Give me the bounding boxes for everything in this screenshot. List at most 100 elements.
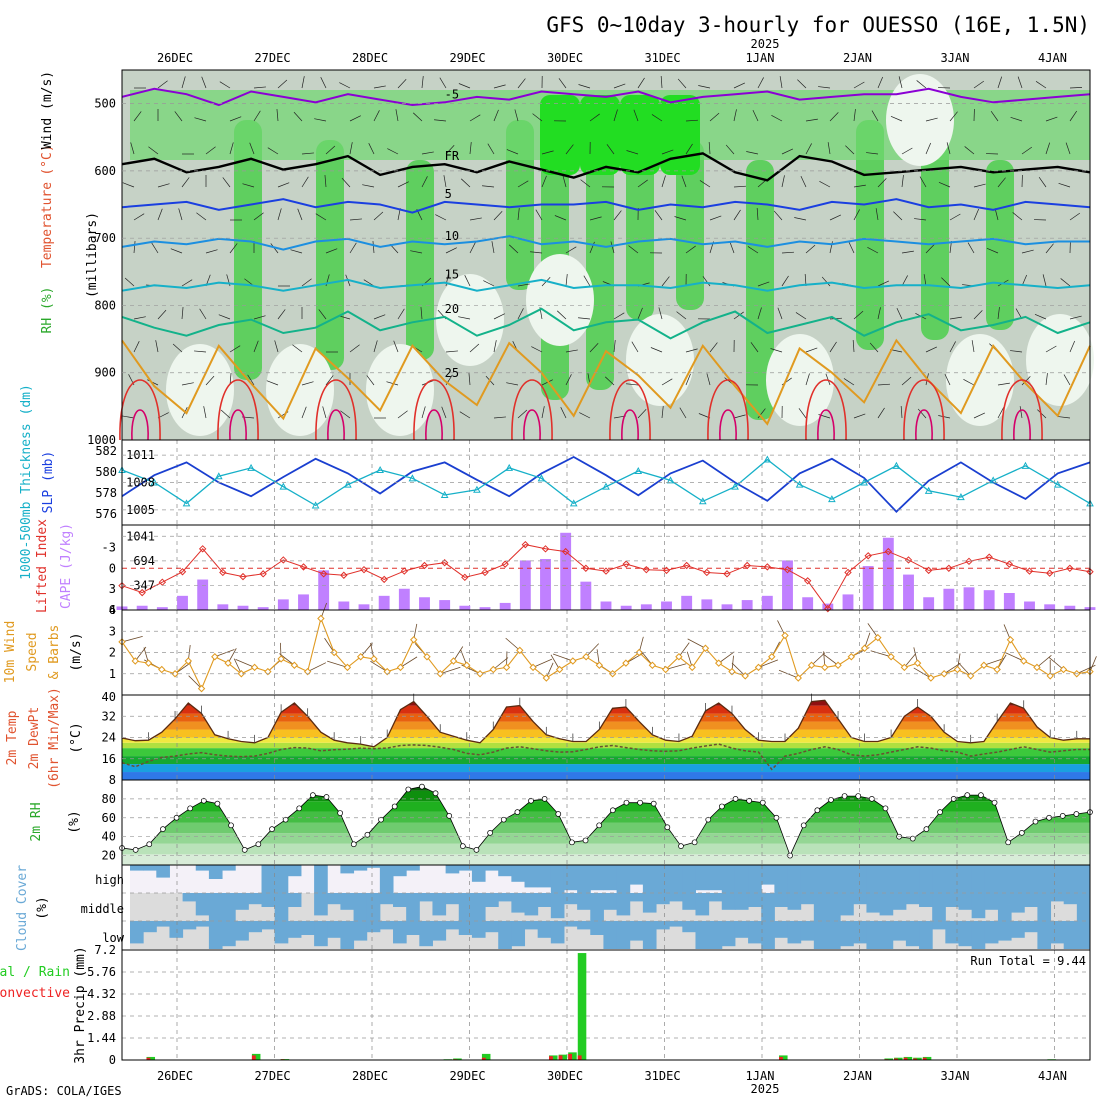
lifted-index-marker: [461, 573, 469, 582]
rh-marker: [187, 805, 194, 812]
wind-barb: [877, 178, 887, 188]
wind-barb: [301, 406, 307, 419]
wind-barb-10m: [235, 659, 255, 668]
wind-barb: [971, 340, 975, 353]
thickness-marker: [279, 482, 288, 490]
cape-bar: [439, 600, 451, 610]
wind-barb-10m: [777, 620, 786, 636]
wind-barb: [362, 184, 375, 188]
rh-band: [122, 822, 1090, 834]
wind-barb: [318, 309, 327, 320]
cape-bar: [378, 595, 390, 610]
lifted-index-marker: [622, 560, 630, 568]
wind-barb: [341, 177, 351, 188]
wind-barb: [901, 250, 914, 254]
precip-convective-bar: [913, 1058, 918, 1060]
wind-barb: [1069, 340, 1076, 353]
thickness-marker: [666, 476, 675, 484]
cloud-cover-bar: [695, 921, 710, 949]
cape-bar: [822, 603, 834, 610]
rh-marker: [405, 786, 412, 793]
wind-tick: 3: [109, 624, 116, 638]
wind-barb: [469, 114, 481, 122]
cloud-cover-bar: [1063, 921, 1078, 949]
wind-barb: [589, 113, 600, 122]
cloud-cover-bar: [524, 921, 539, 930]
thickness-marker: [473, 485, 481, 493]
year-label-bottom: 2025: [751, 1082, 780, 1096]
rh-marker: [882, 805, 889, 812]
wind-speed-marker: [807, 661, 816, 669]
wind-barb: [181, 279, 193, 287]
cloud-cover-bar: [642, 865, 657, 893]
precip-convective-bar: [549, 1056, 553, 1060]
cloud-cover-bar: [366, 865, 381, 868]
wind-barb: [556, 310, 567, 320]
wind-barb-10m: [958, 662, 971, 677]
wind-barb: [973, 412, 986, 419]
cloud-cover-bar: [695, 865, 710, 891]
wind-axis-label-2: Speed: [25, 632, 40, 671]
wind-barb: [397, 181, 409, 188]
wind-barb-10m: [493, 657, 509, 670]
wind-barb: [277, 309, 286, 320]
wind-barb: [314, 118, 327, 122]
wind-barb: [1045, 345, 1057, 353]
wind-barb: [650, 347, 663, 353]
precip-total-bar: [146, 1056, 156, 1060]
wind-barb: [293, 111, 303, 122]
wind-barb: [266, 380, 279, 386]
wind-barb: [435, 214, 447, 221]
wind-barb: [747, 246, 759, 254]
wind-barb: [297, 208, 303, 221]
wind-barb: [421, 76, 424, 89]
cloud-cover-bar: [261, 865, 276, 893]
rh-band: [122, 786, 1090, 791]
wind-barb: [925, 346, 938, 353]
wind-speed-marker: [701, 644, 710, 652]
cloud-cover-bar: [840, 893, 854, 916]
wind-barb: [229, 345, 241, 353]
wind-barb: [877, 307, 881, 320]
cloud-cover-bar: [616, 865, 631, 893]
lifted-index-tick: -3: [102, 540, 116, 554]
thickness-marker: [763, 455, 772, 463]
cloud-cover-bar: [840, 865, 854, 893]
cape-bar: [862, 566, 874, 610]
wind-barb-10m: [400, 656, 418, 668]
wind-barb: [181, 307, 184, 320]
wind-barb: [898, 76, 903, 89]
thickness-marker: [634, 466, 643, 475]
cloud-cover-bar: [853, 893, 867, 905]
wind-barb-10m: [731, 662, 746, 677]
wind-barb: [157, 309, 167, 320]
lifted-index-marker: [783, 565, 792, 574]
wind-speed-line: [121, 616, 1091, 690]
wind-barb: [1069, 87, 1083, 89]
wind-barb: [1034, 313, 1047, 320]
isotherm-20: [121, 307, 1091, 340]
wind-barb: [877, 407, 885, 419]
cloud-cover-bar: [1063, 865, 1078, 893]
wind-barb: [997, 76, 1003, 89]
wind-barb: [685, 143, 693, 155]
temp-tick: 24: [102, 731, 116, 745]
cloud-level-label: middle: [81, 902, 124, 916]
wind-barb: [253, 340, 259, 353]
wind-speed-marker: [821, 663, 829, 672]
thickness-marker: [957, 493, 965, 501]
lifted-index-marker: [360, 565, 368, 574]
thickness-marker: [311, 501, 320, 509]
wind-barb: [756, 208, 759, 221]
wind-barb: [949, 316, 962, 320]
date-label-top: 29DEC: [449, 51, 485, 65]
wind-barb-10m: [307, 662, 327, 672]
wind-barb: [181, 177, 190, 188]
wind-barb: [733, 414, 746, 419]
thickness-marker: [344, 480, 352, 488]
cloud-cover-bar: [248, 921, 263, 933]
cloud-cover-bar: [1076, 865, 1091, 893]
lifted-index-marker: [501, 560, 509, 568]
cape-bar: [237, 605, 249, 610]
wind-barb: [626, 383, 639, 386]
